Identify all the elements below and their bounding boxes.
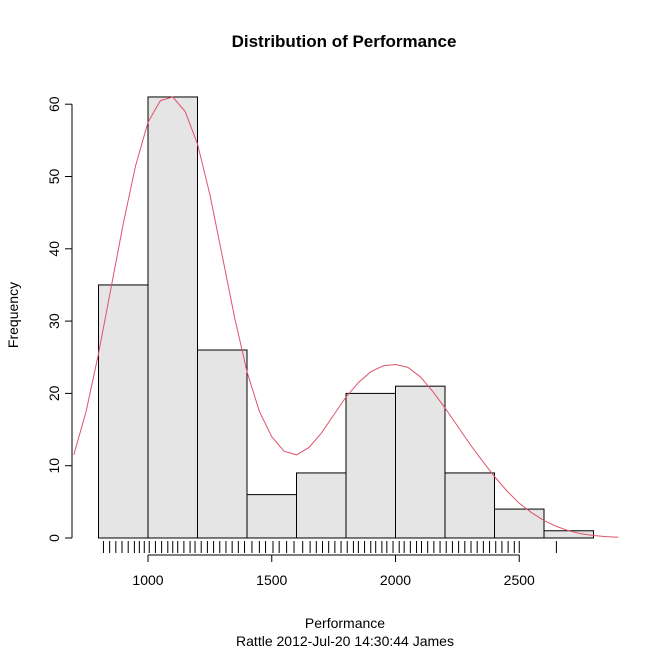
chart-title: Distribution of Performance: [232, 32, 457, 51]
rug-marks: [102, 541, 557, 553]
histogram-bar: [98, 284, 149, 539]
histogram-bar: [444, 472, 495, 539]
y-tick-label: 20: [46, 385, 62, 401]
x-axis-label: Performance: [305, 615, 385, 631]
histogram-bar: [197, 349, 248, 539]
histogram-bar: [494, 508, 545, 539]
histogram-bar: [395, 385, 446, 539]
y-tick-label: 40: [46, 241, 62, 257]
histogram-bar: [246, 494, 297, 539]
x-tick-label: 1500: [256, 572, 287, 588]
y-axis: 0 10 20 30 40 50 60: [46, 96, 73, 542]
density-curve: [73, 96, 619, 538]
subtitle: Rattle 2012-Jul-20 14:30:44 James: [236, 633, 454, 649]
y-tick-label: 0: [46, 534, 62, 542]
y-tick-label: 10: [46, 458, 62, 474]
histogram-bar: [147, 96, 198, 539]
histogram-bars: [98, 96, 594, 539]
histogram-bar: [345, 392, 396, 539]
y-axis-label: Frequency: [5, 282, 21, 348]
x-tick-label: 2500: [504, 572, 535, 588]
y-tick-label: 30: [46, 313, 62, 329]
y-tick-label: 60: [46, 96, 62, 112]
x-tick-label: 1000: [132, 572, 163, 588]
x-axis: 1000 1500 2000 2500: [132, 554, 535, 588]
histogram-bar: [296, 472, 347, 539]
x-tick-label: 2000: [380, 572, 411, 588]
y-tick-label: 50: [46, 169, 62, 185]
